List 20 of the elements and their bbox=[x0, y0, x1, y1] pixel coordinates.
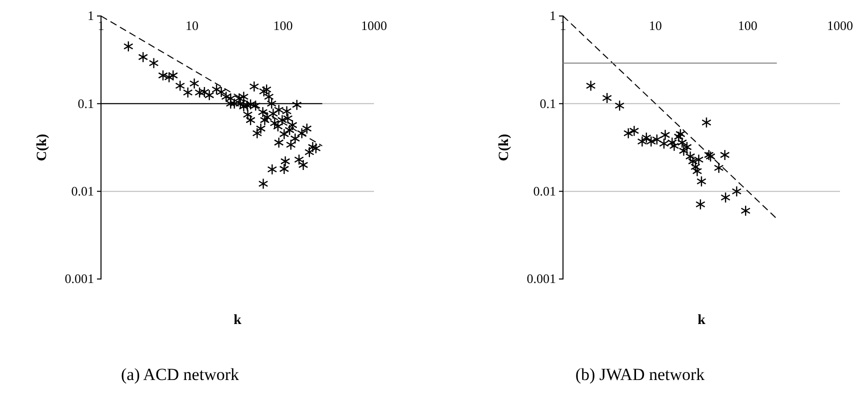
x-tick-label: 1000 bbox=[827, 18, 853, 34]
y-tick-label: 0.001 bbox=[526, 271, 556, 286]
x-axis-title: k bbox=[698, 313, 706, 328]
x-tick-label: 10 bbox=[648, 18, 662, 34]
y-tick-label: 0.01 bbox=[533, 183, 556, 198]
x-tick-label: 10 bbox=[186, 18, 198, 34]
x-tick-label: 100 bbox=[273, 18, 293, 34]
y-tick-label: 0.001 bbox=[64, 271, 94, 286]
x-tick-label: 1000 bbox=[361, 18, 387, 34]
y-tick-label: 0.01 bbox=[71, 183, 94, 198]
y-axis-title: C(k) bbox=[497, 134, 512, 162]
text: (b) JWAD network bbox=[575, 365, 706, 384]
y-axis-title: C(k) bbox=[35, 134, 50, 162]
x-tick-label: 100 bbox=[738, 18, 758, 34]
y-tick-label: 1 bbox=[550, 8, 556, 24]
y-tick-label: 0.1 bbox=[78, 96, 94, 111]
x-axis-title: k bbox=[234, 313, 242, 328]
text: (a) ACD network bbox=[120, 365, 240, 384]
y-tick-label: 1 bbox=[88, 8, 94, 24]
y-tick-label: 0.1 bbox=[540, 96, 556, 111]
